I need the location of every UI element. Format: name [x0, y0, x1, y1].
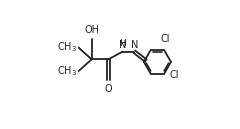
- Text: CH$_3$: CH$_3$: [57, 40, 78, 54]
- Text: N: N: [131, 40, 138, 50]
- Text: CH$_3$: CH$_3$: [57, 65, 78, 78]
- Text: H: H: [119, 39, 126, 48]
- Text: Cl: Cl: [160, 34, 170, 44]
- Text: Cl: Cl: [170, 70, 180, 80]
- Text: O: O: [105, 84, 112, 94]
- Text: OH: OH: [85, 25, 100, 35]
- Text: N: N: [119, 40, 126, 50]
